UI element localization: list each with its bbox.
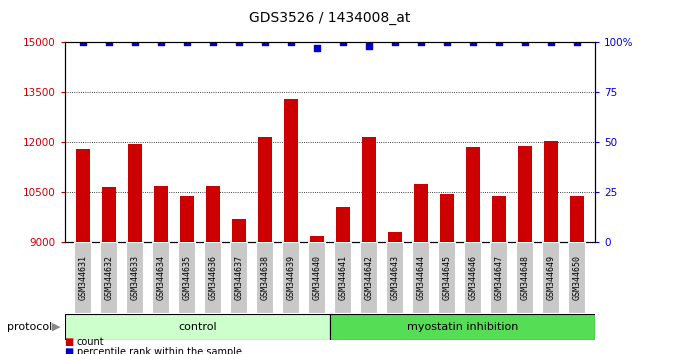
Text: GSM344631: GSM344631 bbox=[78, 255, 87, 301]
Text: GSM344638: GSM344638 bbox=[260, 255, 269, 301]
Point bbox=[233, 40, 244, 45]
Bar bbox=[258, 137, 272, 242]
Bar bbox=[101, 242, 117, 313]
Point bbox=[311, 46, 322, 51]
Point bbox=[337, 40, 348, 45]
Point bbox=[545, 40, 556, 45]
Bar bbox=[570, 196, 584, 242]
Bar bbox=[412, 242, 429, 313]
Text: GSM344634: GSM344634 bbox=[156, 255, 165, 301]
Text: GSM344647: GSM344647 bbox=[494, 255, 503, 301]
Bar bbox=[330, 314, 595, 340]
Bar bbox=[466, 148, 480, 242]
Bar bbox=[464, 242, 481, 313]
Point bbox=[129, 40, 140, 45]
Text: GSM344632: GSM344632 bbox=[104, 255, 114, 301]
Bar bbox=[440, 194, 454, 242]
Bar bbox=[543, 141, 558, 242]
Bar bbox=[205, 242, 221, 313]
Bar bbox=[154, 186, 168, 242]
Text: GSM344642: GSM344642 bbox=[364, 255, 373, 301]
Text: GSM344633: GSM344633 bbox=[131, 255, 139, 301]
Point bbox=[182, 40, 192, 45]
Bar bbox=[74, 242, 91, 313]
Bar bbox=[232, 219, 246, 242]
Point bbox=[415, 40, 426, 45]
Text: GSM344641: GSM344641 bbox=[339, 255, 347, 301]
Point bbox=[363, 44, 374, 49]
Point bbox=[103, 40, 114, 45]
Text: percentile rank within the sample: percentile rank within the sample bbox=[77, 347, 242, 354]
Text: myostatin inhibition: myostatin inhibition bbox=[407, 322, 518, 332]
Text: GSM344643: GSM344643 bbox=[390, 255, 399, 301]
Point bbox=[441, 40, 452, 45]
Bar bbox=[65, 314, 330, 340]
Bar bbox=[362, 137, 376, 242]
Point bbox=[494, 40, 505, 45]
Point bbox=[571, 40, 582, 45]
Text: GSM344639: GSM344639 bbox=[286, 255, 295, 301]
Bar bbox=[75, 149, 90, 242]
Bar bbox=[152, 242, 169, 313]
Bar bbox=[101, 188, 116, 242]
Point bbox=[78, 40, 88, 45]
Point bbox=[259, 40, 270, 45]
Text: GSM344635: GSM344635 bbox=[182, 255, 191, 301]
Bar bbox=[439, 242, 455, 313]
Text: ▶: ▶ bbox=[52, 322, 61, 332]
Text: GSM344650: GSM344650 bbox=[573, 255, 581, 301]
Bar bbox=[128, 144, 142, 242]
Bar bbox=[308, 242, 325, 313]
Point bbox=[390, 40, 401, 45]
Bar bbox=[309, 236, 324, 242]
Text: GSM344637: GSM344637 bbox=[235, 255, 243, 301]
Text: GSM344640: GSM344640 bbox=[312, 255, 322, 301]
Bar bbox=[336, 207, 350, 242]
Bar bbox=[180, 196, 194, 242]
Text: count: count bbox=[77, 337, 105, 347]
Text: GSM344645: GSM344645 bbox=[442, 255, 452, 301]
Bar bbox=[284, 99, 298, 242]
Bar bbox=[543, 242, 559, 313]
Bar bbox=[413, 184, 428, 242]
Bar bbox=[517, 146, 532, 242]
Text: control: control bbox=[178, 322, 216, 332]
Bar bbox=[516, 242, 533, 313]
Text: GSM344636: GSM344636 bbox=[208, 255, 218, 301]
Bar bbox=[126, 242, 143, 313]
Point bbox=[155, 40, 166, 45]
Text: protocol: protocol bbox=[7, 322, 52, 332]
Bar bbox=[256, 242, 273, 313]
Text: ■: ■ bbox=[65, 347, 74, 354]
Point bbox=[520, 40, 530, 45]
Text: ■: ■ bbox=[65, 337, 74, 347]
Bar bbox=[360, 242, 377, 313]
Text: GSM344646: GSM344646 bbox=[469, 255, 477, 301]
Bar bbox=[492, 196, 506, 242]
Bar bbox=[205, 186, 220, 242]
Text: GSM344649: GSM344649 bbox=[546, 255, 556, 301]
Point bbox=[467, 40, 478, 45]
Bar bbox=[178, 242, 195, 313]
Bar bbox=[335, 242, 352, 313]
Point bbox=[286, 40, 296, 45]
Bar bbox=[282, 242, 299, 313]
Text: GSM344644: GSM344644 bbox=[416, 255, 425, 301]
Text: GSM344648: GSM344648 bbox=[520, 255, 529, 301]
Bar bbox=[386, 242, 403, 313]
Point bbox=[207, 40, 218, 45]
Text: GDS3526 / 1434008_at: GDS3526 / 1434008_at bbox=[249, 11, 411, 25]
Bar bbox=[388, 233, 402, 242]
Bar bbox=[231, 242, 248, 313]
Bar bbox=[490, 242, 507, 313]
Bar bbox=[568, 242, 585, 313]
